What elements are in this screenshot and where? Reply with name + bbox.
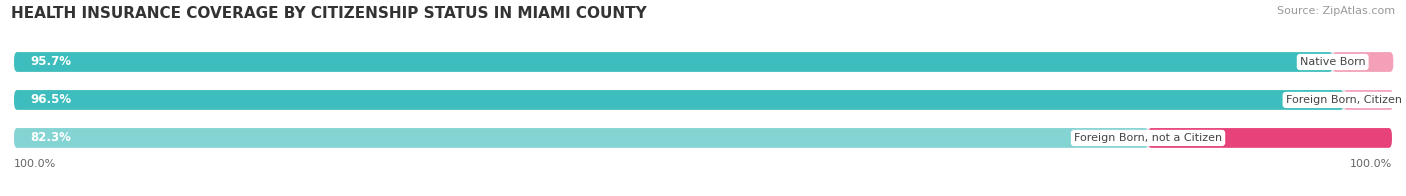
Text: HEALTH INSURANCE COVERAGE BY CITIZENSHIP STATUS IN MIAMI COUNTY: HEALTH INSURANCE COVERAGE BY CITIZENSHIP… [11, 6, 647, 21]
FancyBboxPatch shape [14, 128, 1392, 148]
Text: 95.7%: 95.7% [31, 55, 72, 68]
FancyBboxPatch shape [14, 52, 1392, 72]
Text: Source: ZipAtlas.com: Source: ZipAtlas.com [1277, 6, 1395, 16]
FancyBboxPatch shape [1344, 90, 1393, 110]
FancyBboxPatch shape [14, 90, 1392, 110]
FancyBboxPatch shape [14, 90, 1344, 110]
Text: 100.0%: 100.0% [14, 159, 56, 169]
FancyBboxPatch shape [1333, 52, 1393, 72]
FancyBboxPatch shape [1149, 128, 1392, 148]
Text: 82.3%: 82.3% [31, 132, 72, 144]
Text: Foreign Born, not a Citizen: Foreign Born, not a Citizen [1074, 133, 1222, 143]
Text: 96.5%: 96.5% [31, 93, 72, 106]
FancyBboxPatch shape [14, 52, 1333, 72]
Text: 100.0%: 100.0% [1350, 159, 1392, 169]
Text: Native Born: Native Born [1301, 57, 1365, 67]
FancyBboxPatch shape [14, 128, 1149, 148]
Text: Foreign Born, Citizen: Foreign Born, Citizen [1285, 95, 1402, 105]
